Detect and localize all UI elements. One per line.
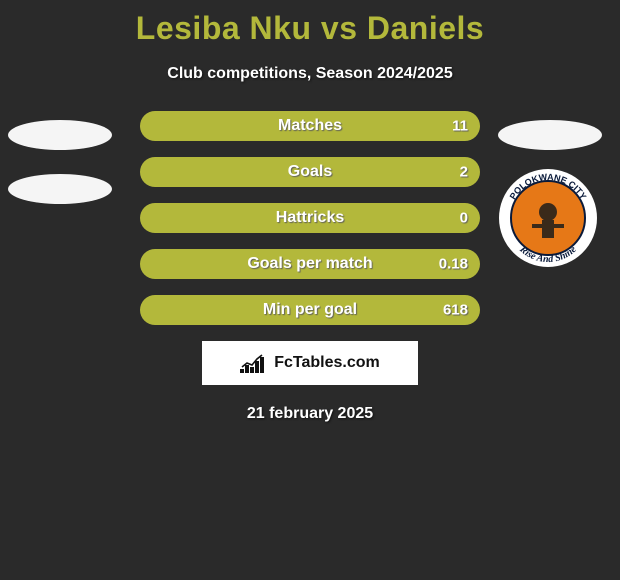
stat-label: Matches xyxy=(278,117,342,135)
right-avatar-group: POLOKWANE CITY Rise And Shine xyxy=(498,120,602,273)
stat-value-right: 0.18 xyxy=(439,256,468,273)
stat-label: Min per goal xyxy=(263,301,357,319)
avatar-placeholder xyxy=(8,120,112,150)
stat-row: Hattricks 0 xyxy=(140,203,480,233)
avatar-placeholder xyxy=(498,120,602,150)
stat-row: Goals per match 0.18 xyxy=(140,249,480,279)
subtitle: Club competitions, Season 2024/2025 xyxy=(0,65,620,83)
date-text: 21 february 2025 xyxy=(0,405,620,423)
bar-chart-icon xyxy=(240,353,268,373)
stat-label: Goals xyxy=(288,163,332,181)
stat-row: Min per goal 618 xyxy=(140,295,480,325)
stat-label: Goals per match xyxy=(247,255,372,273)
brand-text: FcTables.com xyxy=(274,354,380,372)
avatar-placeholder xyxy=(8,174,112,204)
stat-value-right: 618 xyxy=(443,302,468,319)
stat-label: Hattricks xyxy=(276,209,344,227)
stat-value-right: 2 xyxy=(460,164,468,181)
left-avatar-group xyxy=(8,120,112,228)
brand-box: FcTables.com xyxy=(202,341,418,385)
club-logo-icon: POLOKWANE CITY Rise And Shine xyxy=(498,168,598,268)
stat-value-right: 0 xyxy=(460,210,468,227)
stat-row: Matches 11 xyxy=(140,111,480,141)
stat-value-right: 11 xyxy=(452,118,468,135)
page-title: Lesiba Nku vs Daniels xyxy=(0,0,620,47)
stat-row: Goals 2 xyxy=(140,157,480,187)
